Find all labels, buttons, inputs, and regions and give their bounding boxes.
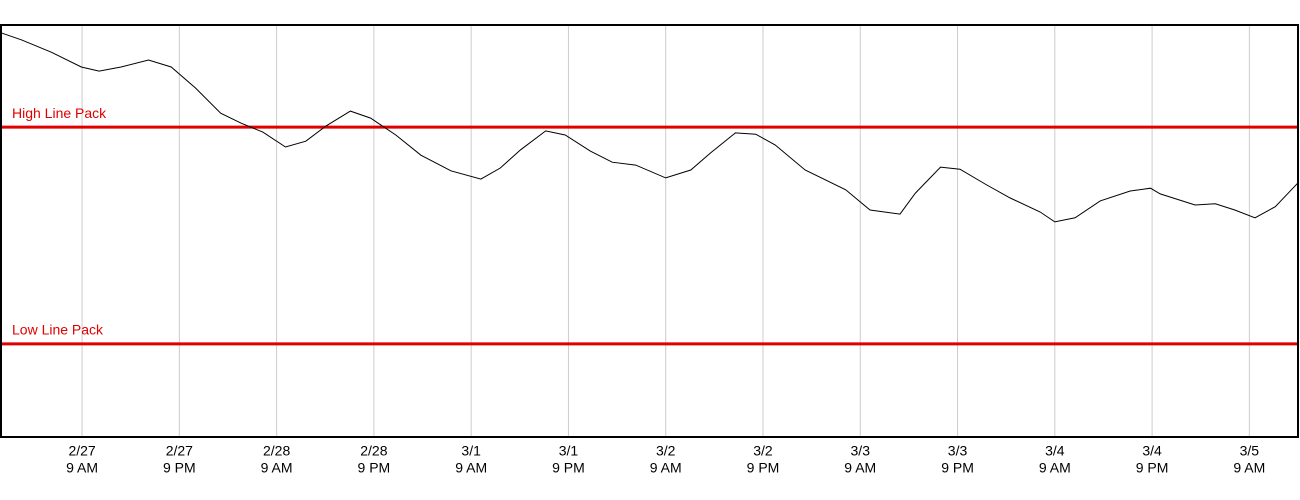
x-tick-label: 2/27 bbox=[166, 443, 193, 459]
x-tick-label: 3/5 bbox=[1240, 443, 1260, 459]
x-tick-time: 9 AM bbox=[455, 460, 487, 476]
x-tick-label: 2/27 bbox=[68, 443, 95, 459]
x-tick-label: 3/4 bbox=[1045, 443, 1065, 459]
x-tick-label: 3/1 bbox=[559, 443, 579, 459]
x-tick-time: 9 PM bbox=[163, 460, 196, 476]
x-tick-label: 3/1 bbox=[461, 443, 481, 459]
x-tick-time: 9 AM bbox=[650, 460, 682, 476]
x-tick-time: 9 PM bbox=[747, 460, 780, 476]
x-tick-time: 9 AM bbox=[844, 460, 876, 476]
x-tick-time: 9 PM bbox=[941, 460, 974, 476]
x-tick-time: 9 AM bbox=[261, 460, 293, 476]
x-tick-label: 3/3 bbox=[851, 443, 871, 459]
plot-frame bbox=[0, 24, 1299, 438]
reference-label: Low Line Pack bbox=[12, 322, 104, 338]
x-tick-time: 9 PM bbox=[552, 460, 585, 476]
x-tick-time: 9 AM bbox=[1039, 460, 1071, 476]
x-tick-time: 9 AM bbox=[1233, 460, 1265, 476]
reference-label: High Line Pack bbox=[12, 105, 107, 121]
x-tick-time: 9 PM bbox=[358, 460, 391, 476]
x-tick-time: 9 AM bbox=[66, 460, 98, 476]
x-tick-label: 3/2 bbox=[656, 443, 676, 459]
x-tick-label: 2/28 bbox=[360, 443, 387, 459]
x-tick-time: 9 PM bbox=[1136, 460, 1169, 476]
data-line bbox=[0, 32, 1299, 223]
x-tick-label: 2/28 bbox=[263, 443, 290, 459]
x-tick-label: 3/3 bbox=[948, 443, 968, 459]
x-tick-label: 3/4 bbox=[1142, 443, 1162, 459]
x-tick-label: 3/2 bbox=[753, 443, 773, 459]
